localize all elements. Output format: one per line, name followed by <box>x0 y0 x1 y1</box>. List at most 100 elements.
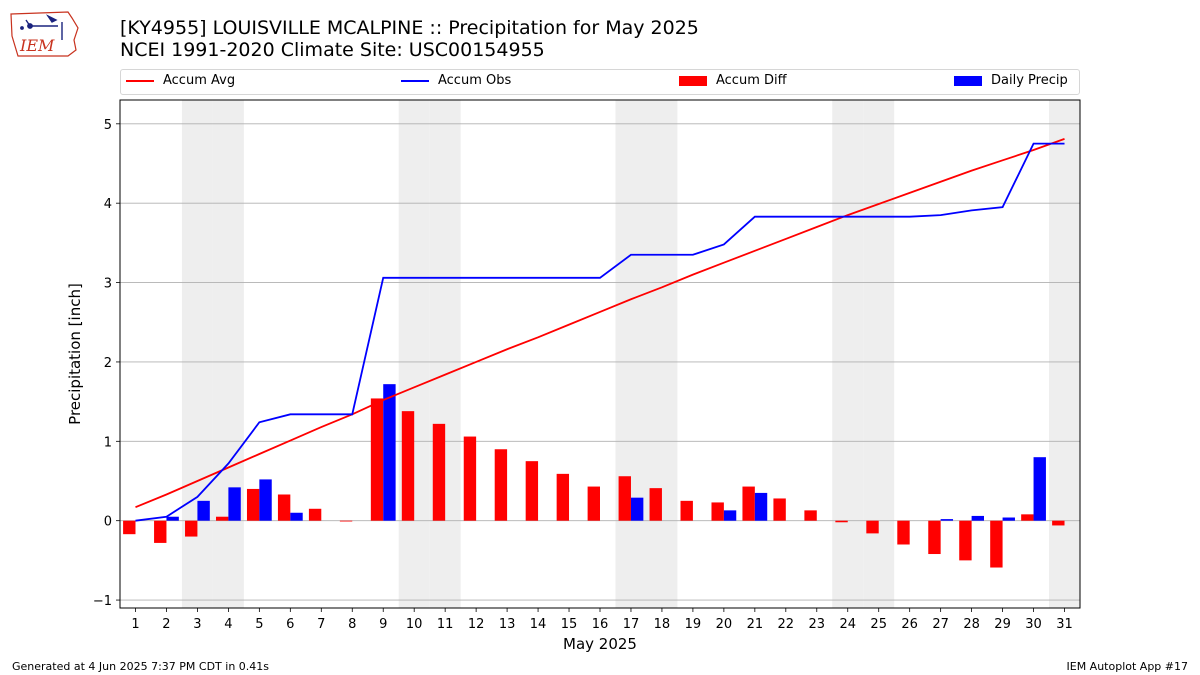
x-tick-label: 18 <box>654 617 671 632</box>
accum-diff-bar <box>185 520 198 537</box>
x-tick-label: 22 <box>778 617 795 632</box>
accum-diff-bar <box>959 520 972 561</box>
accum-diff-bar <box>711 502 724 521</box>
legend-label-accum-avg: Accum Avg <box>163 73 236 88</box>
daily-precip-bar <box>166 516 179 521</box>
x-tick-label: 14 <box>530 617 547 632</box>
accum-diff-bar <box>216 516 229 521</box>
accum-diff-bar <box>308 508 322 521</box>
accum-diff-bar <box>1052 520 1065 526</box>
x-tick-label: 6 <box>286 617 294 632</box>
accum-diff-bar <box>277 494 291 521</box>
y-axis-label: Precipitation [inch] <box>66 283 84 425</box>
daily-precip-bar <box>259 479 272 521</box>
x-tick-label: 12 <box>468 617 485 632</box>
y-tick-label: 4 <box>104 197 112 212</box>
x-tick-label: 11 <box>437 617 454 632</box>
accum-diff-bar <box>1021 514 1034 521</box>
x-tick-label: 29 <box>994 617 1011 632</box>
daily-precip-bar <box>1033 457 1046 521</box>
accum-diff-bar <box>123 520 136 535</box>
weekend-band <box>615 100 647 608</box>
daily-precip-bar <box>630 497 644 521</box>
accum-diff-bar <box>742 486 755 521</box>
weekend-band <box>429 100 461 608</box>
x-tick-label: 4 <box>224 617 232 632</box>
accum-diff-bar <box>990 520 1003 568</box>
x-tick-label: 16 <box>592 617 609 632</box>
y-tick-label: 5 <box>104 118 112 133</box>
x-tick-label: 1 <box>131 617 139 632</box>
x-tick-label: 15 <box>561 617 578 632</box>
x-tick-label: 20 <box>716 617 733 632</box>
x-tick-label: 7 <box>317 617 325 632</box>
y-tick-label: 3 <box>104 277 112 292</box>
weekend-band <box>212 100 244 608</box>
y-tick-label: −1 <box>93 594 112 609</box>
x-tick-label: 28 <box>963 617 980 632</box>
legend-accum-avg: Accum Avg <box>126 73 235 88</box>
daily-precip-bar <box>754 492 768 521</box>
x-tick-label: 9 <box>379 617 387 632</box>
accum-diff-bar <box>618 476 631 521</box>
legend-swatch-daily-precip <box>954 75 982 86</box>
accum-diff-bar <box>680 500 693 521</box>
legend-label-accum-obs: Accum Obs <box>438 73 512 88</box>
accum-avg-line <box>135 138 1065 509</box>
accum-diff-bar <box>835 520 848 523</box>
x-tick-label: 27 <box>932 617 949 632</box>
accum-diff-bar <box>494 449 508 521</box>
chart-title: [KY4955] LOUISVILLE MCALPINE :: Precipit… <box>120 17 699 39</box>
x-tick-label: 3 <box>193 617 201 632</box>
accum-diff-bar <box>804 510 817 521</box>
accum-diff-bar <box>649 488 662 521</box>
x-tick-label: 10 <box>406 617 423 632</box>
x-tick-label: 21 <box>747 617 764 632</box>
weather-station-icon <box>20 14 63 40</box>
legend-label-accum-diff: Accum Diff <box>716 73 787 88</box>
accum-diff-bar <box>556 473 570 521</box>
daily-precip-bar <box>197 500 210 521</box>
x-tick-label: 5 <box>255 617 263 632</box>
accum-diff-bar <box>401 411 415 521</box>
y-tick-label: 2 <box>104 356 112 371</box>
weekend-band <box>832 100 864 608</box>
x-axis-label: May 2025 <box>563 635 637 653</box>
daily-precip-bar <box>290 512 303 521</box>
iem-logo: IEM <box>10 11 79 57</box>
weekend-band <box>646 100 678 608</box>
weekend-band <box>398 100 430 608</box>
y-tick-label: 1 <box>104 435 112 450</box>
chart-subtitle: NCEI 1991-2020 Climate Site: USC00154955 <box>120 39 545 61</box>
accum-diff-bar <box>432 423 446 521</box>
legend-label-daily-precip: Daily Precip <box>991 73 1068 88</box>
daily-precip-bar <box>723 510 737 521</box>
x-tick-label: 26 <box>901 617 918 632</box>
x-tick-label: 23 <box>809 617 826 632</box>
x-tick-label: 2 <box>162 617 170 632</box>
accum-diff-bar <box>370 398 384 521</box>
accum-diff-bar <box>463 436 477 521</box>
legend-swatch-accum-diff <box>679 75 707 86</box>
legend-accum-obs: Accum Obs <box>401 73 511 88</box>
weekend-band <box>1049 100 1080 608</box>
x-tick-label: 25 <box>870 617 887 632</box>
daily-precip-bar <box>971 515 984 521</box>
y-tick-label: 0 <box>104 515 112 530</box>
accum-diff-bar <box>154 520 167 543</box>
daily-precip-bar <box>228 487 241 521</box>
daily-precip-bar <box>940 519 954 521</box>
accum-diff-bar <box>928 520 941 555</box>
x-tick-label: 24 <box>839 617 856 632</box>
accum-obs-line <box>135 142 1065 522</box>
legend-accum-diff: Accum Diff <box>679 73 787 88</box>
footer-app: IEM Autoplot App #17 <box>1066 660 1189 673</box>
legend-swatch-accum-avg <box>126 79 154 82</box>
x-tick-label: 17 <box>623 617 640 632</box>
logo-text: IEM <box>19 36 55 55</box>
legend-daily-precip: Daily Precip <box>954 73 1068 88</box>
x-tick-label: 19 <box>685 617 702 632</box>
x-tick-label: 31 <box>1056 617 1073 632</box>
accum-diff-bar <box>866 520 879 534</box>
